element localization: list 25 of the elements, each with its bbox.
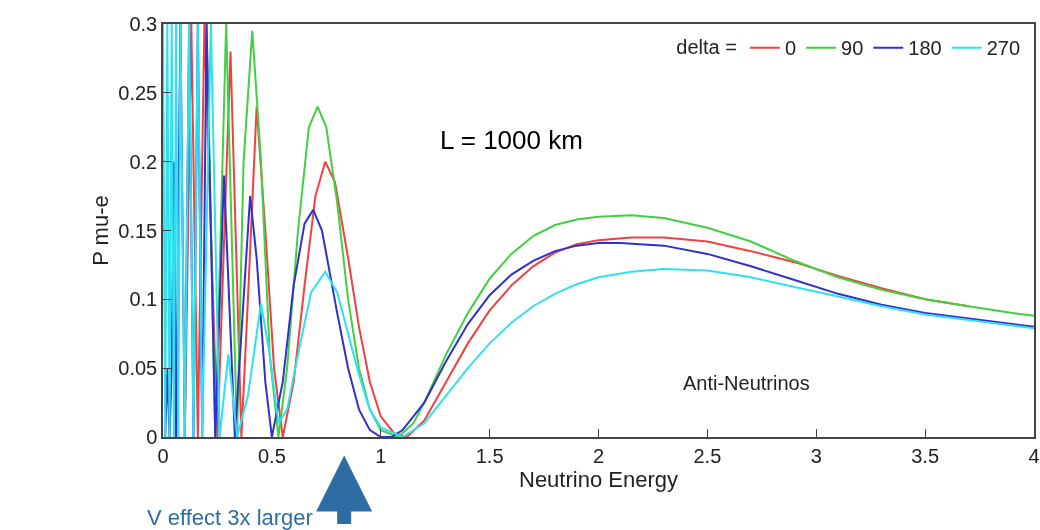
x-tick-label: 3 bbox=[810, 444, 822, 467]
text: V effect 3x larger bbox=[147, 505, 313, 530]
x-axis-title: Neutrino Energy bbox=[519, 466, 678, 492]
legend-label: 90 bbox=[841, 37, 864, 60]
y-tick-label: 0.25 bbox=[118, 81, 158, 104]
y-tick-label: 0 bbox=[146, 426, 158, 448]
y-tick-label: 0.15 bbox=[118, 219, 158, 242]
x-tick-label: 2 bbox=[592, 444, 605, 467]
legend-label: 180 bbox=[908, 37, 942, 60]
annotation: L = 1000 km bbox=[440, 125, 583, 155]
legend-label: 0 bbox=[784, 37, 797, 60]
y-axis-title: P mu-e bbox=[87, 195, 113, 266]
legend-title: delta = bbox=[676, 36, 737, 59]
x-tick-label: 0.5 bbox=[257, 444, 286, 467]
y-tick-label: 0.3 bbox=[129, 13, 158, 35]
x-tick-label: 4 bbox=[1028, 444, 1040, 467]
x-tick-label: 3.5 bbox=[911, 444, 940, 467]
legend-label: 270 bbox=[986, 37, 1021, 60]
annotation: Anti-Neutrinos bbox=[683, 372, 810, 394]
x-tick-label: 1 bbox=[375, 444, 387, 467]
y-tick-label: 0.2 bbox=[129, 150, 158, 173]
y-tick-label: 0.1 bbox=[129, 288, 158, 311]
x-tick-label: 2.5 bbox=[693, 444, 722, 467]
x-tick-label: 1.5 bbox=[475, 444, 504, 467]
y-tick-label: 0.05 bbox=[118, 357, 158, 380]
